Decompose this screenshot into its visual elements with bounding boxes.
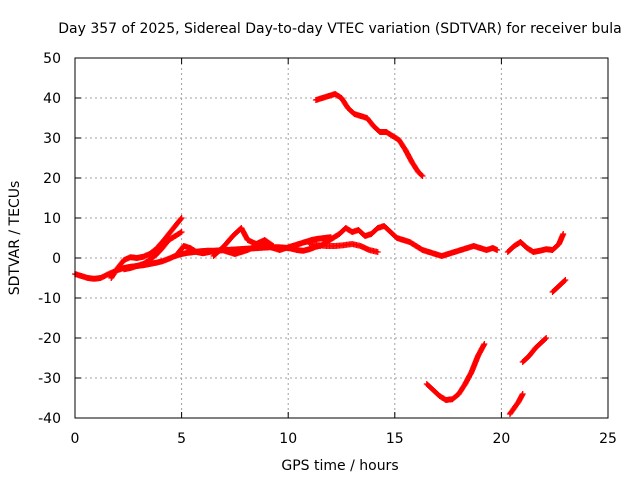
y-tick-label: 40 xyxy=(43,91,61,107)
y-tick-label: -10 xyxy=(38,291,61,307)
data-point-marks xyxy=(504,231,567,255)
series-arc-neg-rise xyxy=(519,335,550,365)
data-point-marks xyxy=(306,241,381,255)
data-point-marks xyxy=(210,225,277,259)
x-tick-label: 5 xyxy=(177,431,186,447)
y-tick-label: 0 xyxy=(52,251,61,267)
data-point-marks xyxy=(549,277,569,295)
y-tick-label: 30 xyxy=(43,131,61,147)
series-arc-low xyxy=(306,241,381,255)
data-point-marks xyxy=(506,391,526,417)
x-axis-label: GPS time / hours xyxy=(281,458,398,474)
grid-lines xyxy=(75,58,608,418)
x-tick-label: 20 xyxy=(492,431,510,447)
y-axis-label: SDTVAR / TECUs xyxy=(7,181,23,296)
series-arc-rise-b xyxy=(121,229,185,273)
y-tick-label: 50 xyxy=(43,51,61,67)
series-arc-rise-a xyxy=(108,215,185,281)
series-arc-high xyxy=(312,91,426,179)
series-arc-neg-bowl xyxy=(423,341,488,403)
data-point-marks xyxy=(108,215,185,281)
x-tick-label: 10 xyxy=(279,431,297,447)
series-arc-wave xyxy=(317,223,501,259)
data-point-marks xyxy=(423,341,488,403)
data-point-marks xyxy=(317,223,501,259)
x-tick-label: 0 xyxy=(71,431,80,447)
data-point-marks xyxy=(519,335,550,365)
y-tick-label: -30 xyxy=(38,371,61,387)
chart-title: Day 357 of 2025, Sidereal Day-to-day VTE… xyxy=(58,21,621,37)
data-point-marks xyxy=(121,229,185,273)
y-tick-label: 10 xyxy=(43,211,61,227)
x-tick-label: 25 xyxy=(599,431,617,447)
series-arc-neg-steep xyxy=(506,391,526,417)
data-marks xyxy=(72,91,569,417)
axis-ticks: 0 5 10 15 20 25 -40 -30 -20 -10 0 10 20 30 40 50 xyxy=(38,51,617,447)
data-point-marks xyxy=(312,91,426,179)
y-tick-label: -20 xyxy=(38,331,61,347)
series-arc-neg-tail xyxy=(549,277,569,295)
y-tick-label: -40 xyxy=(38,411,61,427)
series-arc-bump xyxy=(210,225,277,259)
x-tick-label: 15 xyxy=(386,431,404,447)
series-arc-late xyxy=(504,231,567,255)
plot-frame xyxy=(74,57,609,419)
y-tick-label: 20 xyxy=(43,171,61,187)
